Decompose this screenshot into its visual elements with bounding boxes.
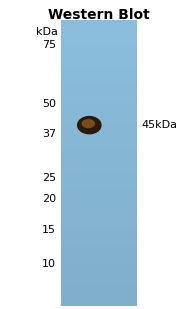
Text: 45kDa: 45kDa <box>142 120 177 130</box>
Text: 25: 25 <box>42 173 56 183</box>
Text: 20: 20 <box>42 194 56 204</box>
Ellipse shape <box>77 116 102 134</box>
Text: 37: 37 <box>42 129 56 139</box>
Text: 50: 50 <box>42 99 56 108</box>
Text: 75: 75 <box>42 40 56 50</box>
Text: 10: 10 <box>42 259 56 269</box>
Bar <box>61 20 137 306</box>
Text: kDa: kDa <box>36 27 58 37</box>
Text: 15: 15 <box>42 225 56 235</box>
Text: Western Blot: Western Blot <box>48 8 150 22</box>
Ellipse shape <box>82 119 95 128</box>
